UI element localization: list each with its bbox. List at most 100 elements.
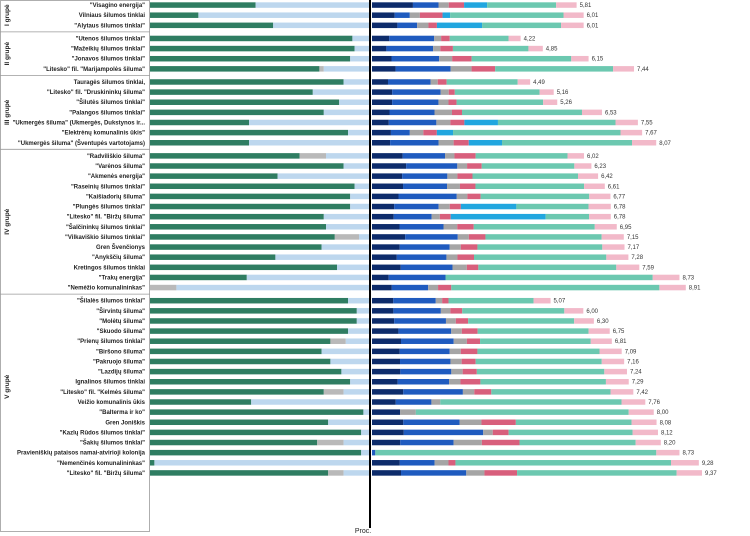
right-bar-segment (517, 79, 531, 85)
group-label: IV grupė (4, 208, 11, 234)
left-bar-segment (275, 254, 370, 260)
left-bar-segment (150, 109, 324, 116)
right-bar-segment (502, 140, 633, 146)
right-bar-segment (372, 308, 394, 314)
row-label: "Šilalės šilumos tinklai" (77, 297, 145, 305)
right-bar-segment (456, 99, 544, 105)
right-bar-segment (372, 163, 407, 169)
row-label: "Mažeikių šilumos tinklai" (71, 47, 145, 53)
right-bar-segment (574, 318, 594, 324)
right-bar-segment (440, 308, 451, 314)
right-bar-segment (372, 264, 401, 271)
right-bar-segment (372, 328, 399, 334)
right-bar-segment (434, 460, 449, 466)
right-bar-segment (438, 140, 454, 146)
row-label: "Biršono šiluma" (96, 349, 145, 355)
right-bar-segment (448, 2, 465, 8)
right-bar-segment (457, 224, 474, 230)
right-bar-segment (402, 173, 448, 179)
right-bar-segment (460, 244, 478, 250)
left-bar-segment (343, 470, 370, 476)
right-bar-segment (388, 119, 437, 126)
right-bar-segment (433, 45, 441, 52)
left-bar-segment (150, 460, 155, 466)
right-bar-segment (372, 129, 391, 136)
left-bar-segment (345, 338, 370, 344)
right-bar-segment (409, 12, 420, 18)
left-bar-segment (323, 66, 370, 72)
right-bar-segment (601, 358, 625, 365)
right-bar-segment (481, 163, 575, 169)
right-bar-segment (459, 183, 476, 190)
value-label: 9,28 (702, 461, 714, 467)
right-bar-segment (480, 193, 590, 200)
right-bar-segment (477, 348, 600, 355)
right-bar-segment (415, 409, 629, 415)
row-label: "Šilutės šilumos tinklai" (76, 98, 145, 106)
right-bar-segment (428, 22, 437, 29)
row-label: Kretingos šilumos tinklai (74, 265, 146, 271)
right-bar-segment (409, 129, 424, 136)
value-label: 6,01 (587, 23, 599, 29)
right-bar-segment (442, 297, 449, 304)
row-label: "Ukmergės šiluma" (Šventupės vartotojams… (18, 139, 145, 147)
right-bar-segment (372, 45, 387, 52)
row-label: Vilniaus šilumos tinklai (79, 13, 146, 19)
right-bar-segment (400, 264, 453, 271)
right-bar-segment (517, 470, 677, 476)
right-bar-segment (372, 368, 401, 375)
right-bar-segment (589, 213, 611, 220)
right-bar-segment (391, 55, 440, 62)
left-bar-segment (150, 470, 329, 476)
left-bar-segment (352, 35, 370, 42)
value-label: 7,59 (642, 265, 654, 271)
right-bar-segment (372, 409, 401, 415)
right-bar-segment (599, 348, 622, 355)
right-bar-segment (400, 358, 451, 365)
left-bar-segment (150, 213, 324, 220)
right-bar-segment (447, 173, 458, 179)
right-bar-segment (412, 2, 439, 8)
row-label: "Vilkaviškio šilumos tinklai" (65, 235, 145, 241)
right-bar-segment (474, 389, 492, 395)
right-bar-segment (659, 284, 686, 291)
row-label: "Skuodo šiluma" (97, 329, 146, 335)
row-label: "Balterma ir ko" (99, 410, 145, 416)
right-bar-segment (564, 308, 584, 314)
right-bar-segment (446, 79, 518, 85)
value-label: 6,78 (614, 215, 626, 221)
right-bar-segment (457, 254, 475, 260)
right-bar-segment (372, 419, 404, 426)
value-label: 6,00 (586, 309, 598, 315)
right-bar-segment (561, 22, 584, 29)
value-label: 6,78 (614, 205, 626, 211)
right-bar-segment (372, 274, 389, 281)
value-label: 7,15 (627, 235, 639, 241)
right-bar-segment (372, 153, 403, 159)
left-bar-segment (350, 203, 370, 210)
row-label: "Akmenės energija" (88, 174, 145, 180)
right-bar-segment (391, 284, 429, 291)
right-bar-segment (447, 183, 460, 190)
right-bar-segment (396, 254, 447, 260)
right-bar-segment (452, 55, 472, 62)
right-bar-segment (448, 297, 534, 304)
right-bar-segment (401, 470, 467, 476)
right-bar-segment (466, 338, 481, 344)
right-bar-segment (423, 129, 437, 136)
left-bar-segment (150, 234, 335, 240)
left-bar-segment (348, 129, 370, 136)
right-bar-segment (392, 89, 441, 95)
left-bar-segment (150, 12, 199, 18)
value-label: 6,81 (615, 339, 627, 345)
left-bar-segment (150, 389, 324, 395)
right-bar-segment (487, 2, 557, 8)
value-label: 8,73 (682, 275, 694, 281)
left-bar-segment (348, 328, 370, 334)
right-bar-segment (467, 193, 481, 200)
left-bar-segment (361, 449, 370, 456)
left-bar-segment (150, 368, 342, 375)
left-bar-segment (354, 183, 370, 190)
right-bar-segment (480, 378, 606, 385)
